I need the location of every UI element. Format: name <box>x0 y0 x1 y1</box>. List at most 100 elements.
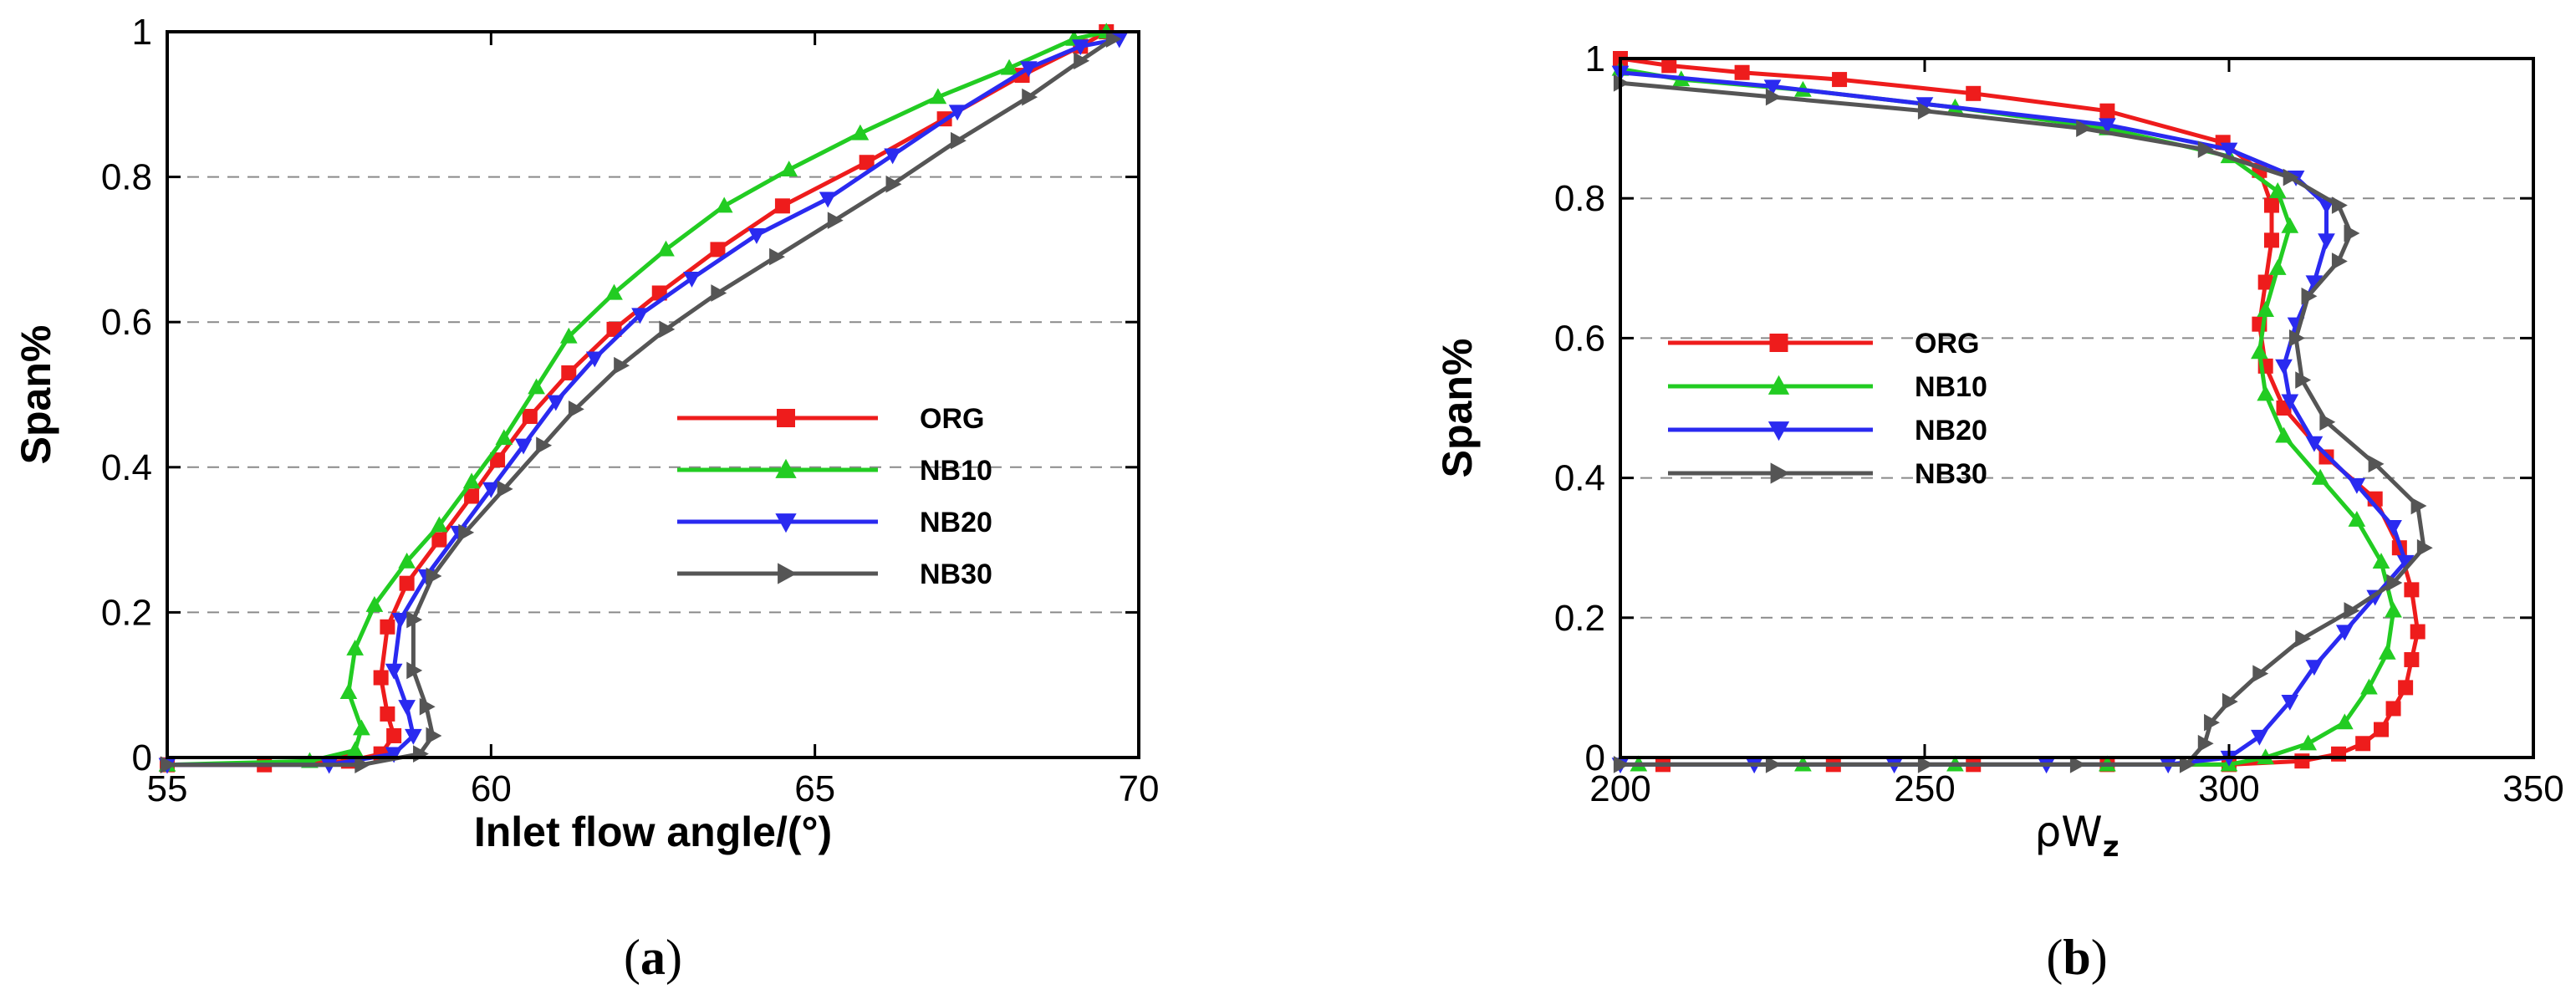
data-point-b-NB10 <box>2251 343 2268 360</box>
data-point-b-ORG <box>1661 58 1677 74</box>
data-point-a-NB30 <box>614 356 630 375</box>
data-point-b-NB30 <box>2252 665 2269 683</box>
data-point-a-ORG <box>490 452 506 468</box>
series-line-a-NB20 <box>167 37 1120 768</box>
data-point-a-ORG <box>431 532 447 548</box>
data-point-b-NB30 <box>1917 756 1934 773</box>
data-point-b-NB20 <box>2220 142 2238 159</box>
legend-label-b-NB10: NB10 <box>1915 371 1987 403</box>
data-point-b-NB20 <box>2281 394 2299 411</box>
data-point-a-NB10 <box>353 719 370 736</box>
data-point-a-ORG <box>380 706 395 722</box>
x-tick-label-b: 200 <box>1589 768 1650 809</box>
data-point-a-NB30 <box>355 756 371 774</box>
data-point-b-ORG <box>2410 624 2426 640</box>
data-point-a-NB30 <box>1074 52 1090 70</box>
data-point-b-NB30 <box>2319 413 2336 431</box>
data-point-b-NB10 <box>2372 553 2390 569</box>
data-point-b-NB30 <box>2344 224 2360 242</box>
data-point-a-NB20 <box>385 747 403 763</box>
data-point-b-ORG <box>2385 701 2401 717</box>
data-point-b-NB20 <box>1915 97 1934 114</box>
caption-b-label: b <box>2063 930 2090 985</box>
data-point-b-NB20 <box>2318 233 2335 250</box>
legend-marker-a-NB20 <box>775 513 797 533</box>
data-point-a-NB20 <box>405 728 422 745</box>
data-point-a-NB10 <box>559 327 578 344</box>
legend-a: ORG NB10 NB20 NB30 <box>677 403 992 590</box>
x-tick-label-a: 70 <box>1119 768 1160 809</box>
data-point-b-NB30 <box>2197 140 2214 159</box>
series-line-b-NB30 <box>1620 80 2426 767</box>
data-point-b-NB10 <box>2275 426 2293 443</box>
y-tick-label-a: 0.6 <box>101 302 152 343</box>
data-point-a-NB30 <box>711 284 727 302</box>
data-point-b-NB30 <box>2368 455 2385 473</box>
data-point-a-NB20 <box>547 395 565 411</box>
data-point-b-NB30 <box>1765 88 1782 106</box>
data-point-a-NB10 <box>715 196 733 213</box>
y-tick-label-b: 0 <box>1585 737 1605 778</box>
y-tick-label-a: 0.8 <box>101 157 152 198</box>
data-point-b-NB10 <box>2257 301 2275 318</box>
legend-marker-a-ORG <box>777 409 795 427</box>
data-point-a-NB30 <box>950 131 967 150</box>
data-point-b-NB10 <box>2378 643 2396 660</box>
series-b-NB10 <box>1611 59 2402 772</box>
data-point-a-NB30 <box>885 175 902 193</box>
y-tick-label-b: 0.8 <box>1554 178 1605 219</box>
data-point-b-NB30 <box>1765 756 1782 773</box>
data-point-a-NB20 <box>391 612 410 629</box>
legend-marker-a-NB10 <box>775 458 797 478</box>
data-point-b-NB30 <box>2197 734 2214 752</box>
data-point-a-NB10 <box>495 429 513 446</box>
data-point-b-ORG <box>2404 651 2420 667</box>
data-point-a-NB20 <box>819 191 837 208</box>
series-line-a-NB10 <box>166 29 1107 768</box>
data-point-b-NB20 <box>2348 477 2366 494</box>
data-point-a-NB20 <box>398 700 416 717</box>
data-point-a-NB20 <box>514 438 533 455</box>
data-point-b-NB20 <box>2275 359 2293 375</box>
data-point-a-NB10 <box>431 516 448 533</box>
data-point-b-NB10 <box>2268 259 2287 275</box>
legend-item-b-NB30: NB30 <box>1668 458 1987 490</box>
series-group-b <box>1611 51 2433 774</box>
x-axis-label-a: Inlet flow angle/(°) <box>474 809 832 855</box>
data-point-b-NB10 <box>2360 678 2378 695</box>
data-point-b-NB30 <box>2331 196 2348 214</box>
x-tick-label-b: 350 <box>2502 768 2563 809</box>
legend-marker-b-ORG <box>1769 334 1788 352</box>
data-point-a-ORG <box>386 727 402 743</box>
series-b-ORG <box>1613 51 2426 773</box>
legend-item-a-NB10: NB10 <box>677 455 992 487</box>
legend-marker-b-NB10 <box>1767 375 1790 395</box>
data-point-b-NB10 <box>2268 182 2287 198</box>
data-point-a-ORG <box>380 619 395 635</box>
data-point-b-ORG <box>1832 72 1848 88</box>
legend-label-a-ORG: ORG <box>920 403 984 435</box>
data-point-a-NB30 <box>568 400 584 418</box>
y-tick-label-a: 1 <box>132 12 152 53</box>
caption-a: (a) <box>624 930 682 985</box>
data-point-b-ORG <box>2404 582 2420 598</box>
legend-label-b-NB30: NB30 <box>1915 458 1987 490</box>
data-point-a-NB20 <box>631 308 649 324</box>
ticks-a: 0 0.2 0.4 0.6 0.8 1 55 60 65 70 <box>101 12 1160 809</box>
data-point-a-NB30 <box>827 212 844 230</box>
data-point-b-NB30 <box>2179 756 2196 773</box>
chart-panel-a: 0 0.2 0.4 0.6 0.8 1 55 60 65 70 ORG NB10 NB20 NB30 I… <box>13 12 1159 985</box>
data-point-b-NB30 <box>2076 120 2093 137</box>
data-point-b-ORG <box>1734 64 1750 80</box>
y-tick-label-b: 1 <box>1585 38 1605 79</box>
data-point-b-NB10 <box>2335 713 2354 730</box>
data-point-b-NB10 <box>2311 468 2329 485</box>
data-point-a-NB30 <box>458 523 475 542</box>
data-point-a-NB30 <box>406 661 423 680</box>
data-point-a-NB10 <box>780 161 798 177</box>
chart-panel-b: 0 0.2 0.4 0.6 0.8 1 200 250 300 350 ORG NB10 NB20 NB… <box>1434 38 2564 985</box>
legend-label-a-NB20: NB20 <box>920 507 992 538</box>
data-point-a-NB20 <box>585 351 604 368</box>
data-point-b-ORG <box>2099 103 2115 119</box>
data-point-b-NB20 <box>2099 118 2116 135</box>
